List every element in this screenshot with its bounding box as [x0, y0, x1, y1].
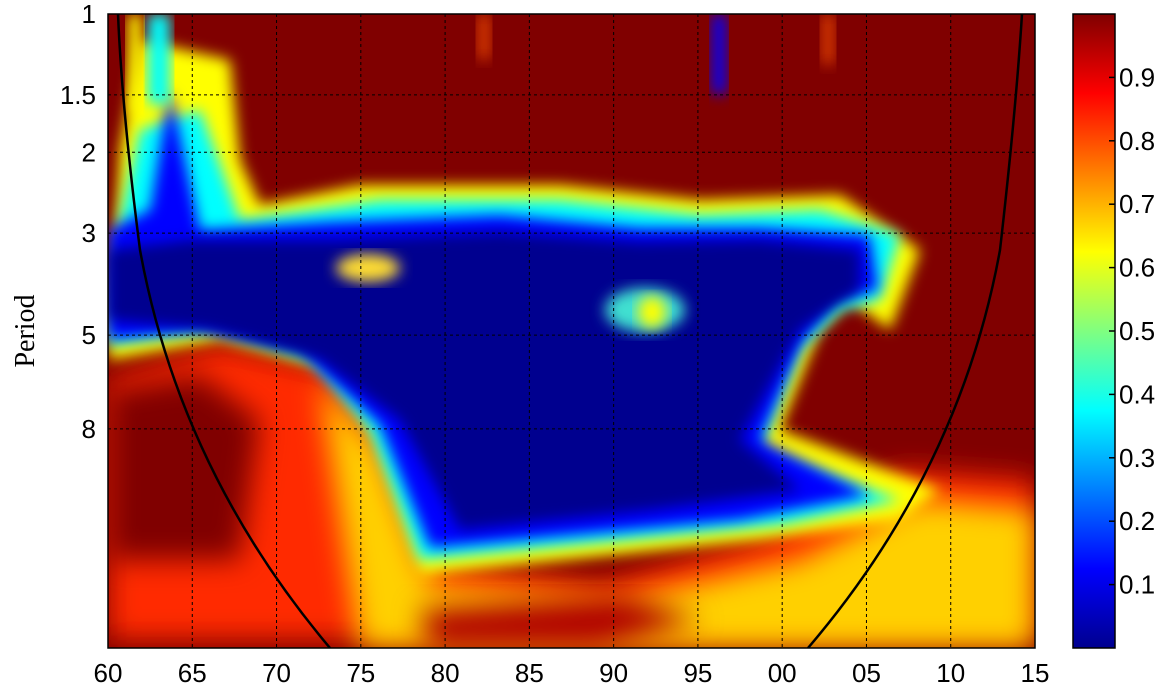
y-axis-label: Period: [10, 294, 41, 367]
y-tick-label: 1.5: [60, 80, 96, 110]
colorbar-tick-label: 0.2: [1119, 506, 1155, 536]
x-tick-label: 95: [683, 658, 712, 688]
coi-left-curve: [116, 14, 331, 648]
x-tick-label: 00: [768, 658, 797, 688]
colorbar-tick-label: 0.8: [1119, 126, 1155, 156]
x-tick-label: 15: [1021, 658, 1050, 688]
colorbar-tick-label: 0.7: [1119, 189, 1155, 219]
y-tick-label: 2: [82, 137, 96, 167]
plot-frame: [107, 13, 1036, 649]
x-tick-label: 05: [852, 658, 881, 688]
grid-lines: [108, 14, 1035, 648]
colorbar-tick-label: 0.6: [1119, 253, 1155, 283]
y-tick-label: 8: [82, 414, 96, 444]
x-tick-label: 90: [599, 658, 628, 688]
x-tick-label: 70: [262, 658, 291, 688]
y-tick-label: 1: [82, 0, 96, 29]
x-tick-label: 75: [346, 658, 375, 688]
x-tick-label: 60: [94, 658, 123, 688]
x-tick-label: 80: [431, 658, 460, 688]
x-tick-label: 65: [178, 658, 207, 688]
colorbar-tick-label: 0.5: [1119, 316, 1155, 346]
colorbar-tick-label: 0.4: [1119, 379, 1155, 409]
colorbar-tick-label: 0.9: [1119, 62, 1155, 92]
colorbar-tick-label: 0.1: [1119, 570, 1155, 600]
x-tick-labels: 60 65 70 75 80 85 90 95 00 05 10 15: [94, 658, 1050, 688]
x-tick-label: 10: [936, 658, 965, 688]
y-tick-label: 5: [82, 320, 96, 350]
x-tick-label: 85: [515, 658, 544, 688]
colorbar-tick-label: 0.3: [1119, 443, 1155, 473]
heatmap-field: [108, 14, 1035, 648]
colorbar: [1072, 13, 1116, 649]
y-tick-label: 3: [82, 218, 96, 248]
coi-right-curve: [807, 14, 1024, 648]
y-tick-labels: 1 1.5 2 3 5 8: [60, 0, 96, 444]
colorbar-tick-labels: 0.1 0.2 0.3 0.4 0.5 0.6 0.7 0.8 0.9: [1109, 62, 1155, 600]
